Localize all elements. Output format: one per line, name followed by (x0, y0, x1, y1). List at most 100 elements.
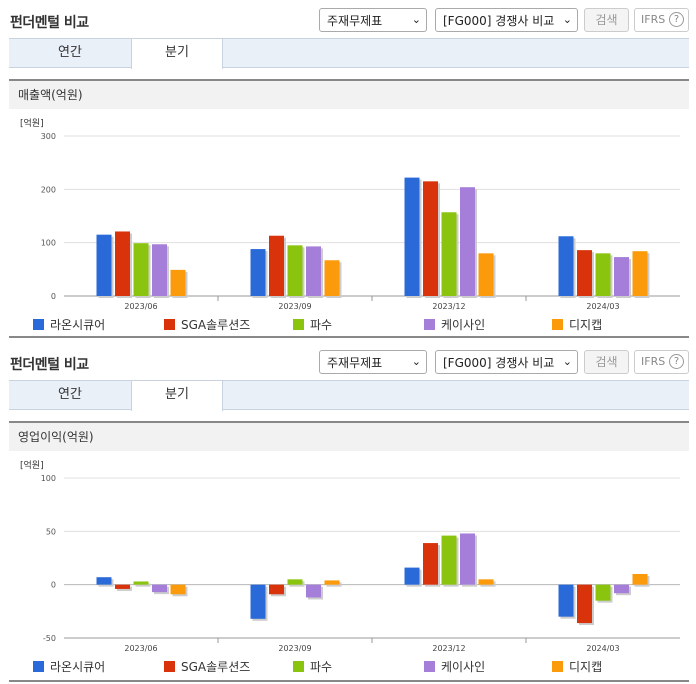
legend-label: 디지캡 (569, 318, 602, 332)
tab-annual[interactable]: 연간 (58, 387, 82, 402)
bar (632, 251, 648, 296)
divider (9, 680, 689, 682)
y-tick-label: 0 (51, 581, 56, 590)
fundamental-panel-revenue: 펀더멘털 비교 주재무제표 ⌄ [FG000] 경쟁사 비교 ⌄ 검색 IFRS… (0, 0, 696, 340)
fundamental-panel-operating-profit: 펀더멘털 비교 주재무제표 ⌄ [FG000] 경쟁사 비교 ⌄ 검색 IFRS… (0, 342, 696, 684)
legend-label: 디지캡 (569, 660, 602, 674)
chart-subtitle: 영업이익(억원) (9, 421, 689, 451)
bar (152, 244, 167, 296)
legend-label: 파수 (310, 660, 332, 674)
legend-swatch (164, 319, 175, 330)
bar (595, 253, 611, 296)
y-tick-label: -50 (43, 634, 56, 643)
y-axis-unit: [억원] (20, 117, 44, 129)
tab-quarterly[interactable]: 분기 (131, 381, 223, 411)
statement-select-value: 주재무제표 (327, 356, 383, 370)
x-tick-label: 2023/09 (278, 302, 311, 311)
legend-label: 라온시큐어 (50, 660, 105, 674)
operating-profit-chart: [억원] -50 0 50 100 2023/06 2023/09 2023/12 2024/0… (20, 459, 680, 674)
bar (460, 187, 475, 296)
bar (577, 250, 592, 296)
legend-label: 케이사인 (441, 318, 485, 332)
legend-swatch (552, 661, 563, 672)
statement-select-value: 주재무제표 (327, 14, 383, 28)
bar (441, 535, 457, 585)
search-button[interactable]: 검색 (584, 8, 629, 32)
tab-annual[interactable]: 연간 (58, 45, 82, 60)
y-tick-label: 100 (41, 239, 56, 248)
help-icon[interactable]: ? (669, 12, 684, 27)
bar (250, 584, 266, 619)
x-tick-label: 2023/09 (278, 644, 311, 653)
search-button[interactable]: 검색 (584, 350, 629, 374)
legend-label: SGA솔루션즈 (181, 318, 250, 332)
bar (614, 257, 629, 296)
y-tick-label: 0 (51, 292, 56, 301)
ifrs-button[interactable]: IFRS ? (634, 8, 689, 32)
bar-shadow (135, 583, 151, 587)
statement-select[interactable]: 주재무제표 ⌄ (319, 350, 427, 374)
chevron-down-icon: ⌄ (562, 13, 572, 26)
y-tick-label: 100 (41, 474, 56, 483)
legend-swatch (164, 661, 175, 672)
bar (423, 543, 438, 585)
chart-subtitle: 매출액(억원) (9, 79, 689, 109)
x-tick-label: 2023/06 (124, 644, 157, 653)
compare-select[interactable]: [FG000] 경쟁사 비교 ⌄ (435, 8, 578, 32)
y-tick-label: 50 (46, 527, 56, 536)
help-icon[interactable]: ? (669, 354, 684, 369)
bar (478, 579, 494, 585)
bar (441, 212, 457, 296)
legend-swatch (424, 661, 435, 672)
revenue-chart: [억원] 0 100 200 300 2023/06 2023/09 2023/12 2024/… (20, 117, 680, 332)
bar (577, 584, 592, 624)
legend-label: 케이사인 (441, 660, 485, 674)
panel-title: 펀더멘털 비교 (10, 357, 89, 373)
chevron-down-icon: ⌄ (411, 355, 421, 368)
bar (324, 260, 340, 296)
bar (170, 269, 186, 296)
compare-select[interactable]: [FG000] 경쟁사 비교 ⌄ (435, 350, 578, 374)
bar (269, 235, 284, 296)
y-axis-unit: [억원] (20, 459, 44, 471)
x-tick-label: 2024/03 (586, 302, 619, 311)
bar (558, 584, 574, 617)
x-tick-label: 2023/12 (432, 302, 465, 311)
panel-title: 펀더멘털 비교 (10, 15, 89, 31)
period-tabs: 연간 분기 (9, 38, 689, 69)
y-tick-label: 200 (41, 185, 56, 194)
bar (170, 584, 186, 595)
legend-swatch (293, 661, 304, 672)
ifrs-label: IFRS (641, 355, 666, 368)
bar (250, 249, 266, 296)
x-tick-label: 2023/12 (432, 644, 465, 653)
bar (595, 584, 611, 601)
bar (133, 581, 149, 585)
legend-swatch (293, 319, 304, 330)
ifrs-button[interactable]: IFRS ? (634, 350, 689, 374)
bar (115, 231, 130, 296)
statement-select[interactable]: 주재무제표 ⌄ (319, 8, 427, 32)
x-tick-label: 2024/03 (586, 644, 619, 653)
bar (269, 584, 284, 595)
bar (306, 584, 321, 598)
legend-swatch (424, 319, 435, 330)
compare-select-value: [FG000] 경쟁사 비교 (443, 14, 555, 28)
panel-header: 펀더멘털 비교 주재무제표 ⌄ [FG000] 경쟁사 비교 ⌄ 검색 IFRS… (0, 0, 696, 36)
chevron-down-icon: ⌄ (562, 355, 572, 368)
bar (96, 577, 112, 585)
legend-swatch (552, 319, 563, 330)
panel-header: 펀더멘털 비교 주재무제표 ⌄ [FG000] 경쟁사 비교 ⌄ 검색 IFRS… (0, 342, 696, 378)
bar (115, 584, 130, 589)
bar (478, 253, 494, 296)
tab-quarterly[interactable]: 분기 (131, 39, 223, 69)
bar (632, 574, 648, 585)
legend-swatch (33, 319, 44, 330)
y-tick-label: 300 (41, 132, 56, 141)
x-tick-label: 2023/06 (124, 302, 157, 311)
bar (423, 181, 438, 296)
bar (306, 246, 321, 296)
bar (287, 579, 303, 585)
bar (152, 584, 167, 593)
chevron-down-icon: ⌄ (411, 13, 421, 26)
